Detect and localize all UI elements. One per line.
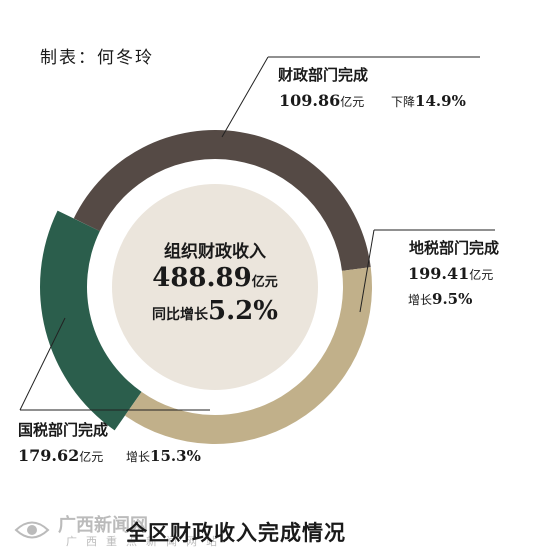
label-local-tax-unit: 亿元 — [469, 268, 494, 282]
watermark: 广西新闻网 广西重点新闻网站 — [8, 511, 268, 549]
label-finance-title: 财政部门完成 — [278, 66, 369, 84]
center-total-unit: 亿元 — [251, 275, 278, 290]
label-local-tax-values: 199.41亿元 — [408, 264, 493, 283]
chart-credit: 制表：何冬玲 — [40, 48, 154, 68]
label-finance-change-value: 14.9% — [415, 92, 466, 110]
watermark-eye-logo — [14, 521, 50, 539]
label-finance-change-text: 下降 — [391, 95, 416, 109]
label-national-tax-title: 国税部门完成 — [18, 421, 109, 439]
center-total-value: 488.89 — [152, 263, 252, 293]
center-growth: 同比增长5.2% — [95, 296, 335, 326]
label-finance-values: 109.86亿元 下降14.9% — [279, 91, 466, 110]
label-local-tax-value: 199.41 — [408, 264, 470, 283]
label-local-tax-change-text: 增长 — [408, 293, 433, 307]
slice-national-tax — [124, 267, 372, 444]
label-national-tax-value: 179.62 — [18, 446, 80, 465]
label-national-tax-unit: 亿元 — [79, 450, 104, 464]
label-national-tax-change-value: 15.3% — [150, 447, 201, 465]
donut-center-disc — [112, 184, 318, 390]
center-growth-text: 同比增长 — [152, 307, 209, 323]
leader-line-finance — [221, 56, 269, 138]
center-title: 组织财政收入 — [164, 242, 266, 262]
center-growth-value: 5.2% — [208, 296, 278, 326]
watermark-sub: 广西重点新闻网站 — [66, 535, 226, 548]
slice-finance — [39, 210, 142, 431]
center-total: 488.89亿元 — [95, 263, 335, 293]
chart-title: 全区财政收入完成情况 — [126, 521, 346, 545]
label-finance-value: 109.86 — [279, 91, 341, 110]
label-local-tax-change-value: 9.5% — [432, 290, 473, 308]
leader-line-local-tax — [359, 229, 375, 313]
slice-local-tax — [73, 129, 371, 271]
label-local-tax-change: 增长9.5% — [408, 290, 472, 308]
leader-line-national-tax — [19, 317, 66, 411]
label-finance-unit: 亿元 — [340, 95, 365, 109]
watermark-name: 广西新闻网 — [58, 515, 148, 536]
label-local-tax-title: 地税部门完成 — [409, 239, 500, 257]
label-national-tax-change-text: 增长 — [126, 450, 151, 464]
label-national-tax-values: 179.62亿元 增长15.3% — [18, 446, 201, 465]
